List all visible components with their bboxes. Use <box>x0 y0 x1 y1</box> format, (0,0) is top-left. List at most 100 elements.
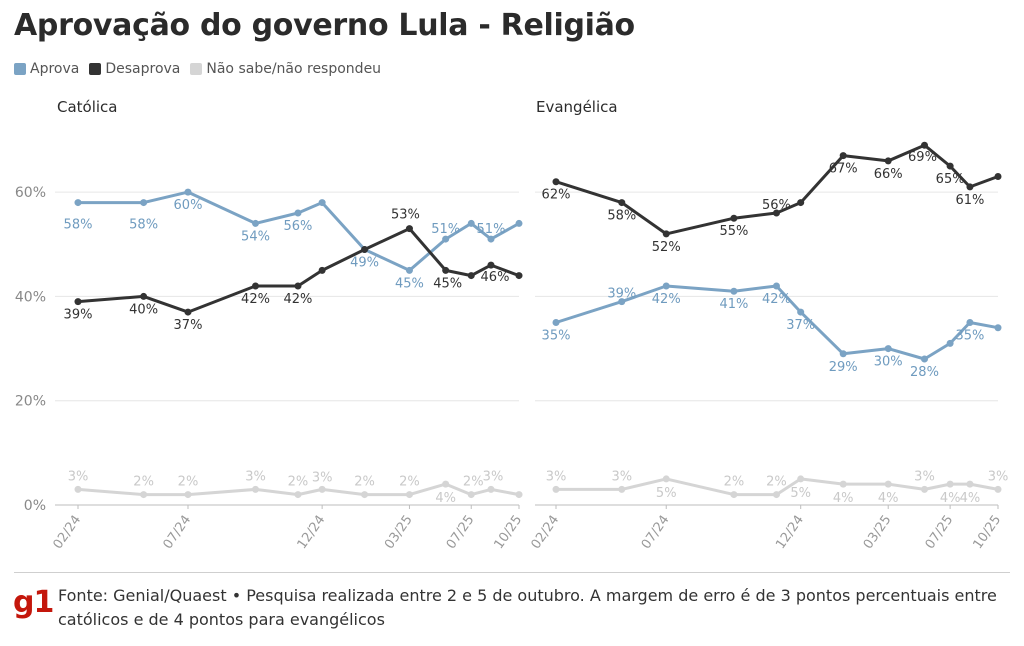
data-point-catolica-2 <box>318 485 326 493</box>
data-label-catolica-0: 45% <box>395 276 424 291</box>
data-point-catolica-1 <box>515 272 523 280</box>
data-point-catolica-2 <box>140 491 148 499</box>
data-label-catolica-1: 39% <box>64 308 93 323</box>
x-tick-label-evangelica: 07/25 <box>923 513 957 552</box>
data-point-catolica-0 <box>252 219 260 227</box>
data-point-evangelica-0 <box>552 319 560 326</box>
data-point-evangelica-0 <box>920 355 928 363</box>
data-point-catolica-2 <box>487 485 495 493</box>
data-point-evangelica-1 <box>772 209 780 217</box>
series-line-evangelica-1 <box>554 143 1000 236</box>
data-label-catolica-2: 2% <box>399 475 420 490</box>
data-point-catolica-1 <box>252 282 260 290</box>
data-label-catolica-2: 4% <box>435 491 456 506</box>
x-tick-label-evangelica: 12/24 <box>773 513 807 552</box>
data-point-catolica-0 <box>487 235 495 243</box>
data-point-evangelica-2 <box>618 485 626 493</box>
data-point-evangelica-1 <box>946 162 954 170</box>
data-label-catolica-0: 49% <box>350 256 379 271</box>
g1-logo: g1 <box>13 585 54 620</box>
data-point-catolica-2 <box>361 491 369 499</box>
data-point-evangelica-2 <box>730 491 738 499</box>
data-point-evangelica-1 <box>730 214 738 222</box>
data-label-evangelica-1: 69% <box>908 150 937 165</box>
data-point-evangelica-2 <box>552 485 560 493</box>
x-tick-label-catolica: 07/24 <box>160 513 194 552</box>
data-point-catolica-2 <box>184 491 192 499</box>
data-point-evangelica-0 <box>946 339 954 347</box>
legend-swatch-aprova <box>14 63 26 75</box>
data-label-evangelica-2: 4% <box>833 491 854 506</box>
data-point-evangelica-1 <box>839 152 847 160</box>
data-point-evangelica-0 <box>662 282 670 290</box>
data-label-evangelica-1: 66% <box>874 167 903 182</box>
legend: Aprova Desaprova Não sabe/não respondeu <box>14 61 381 77</box>
footer-divider <box>14 572 1010 573</box>
data-label-catolica-1: 45% <box>433 276 462 291</box>
data-label-catolica-2: 3% <box>245 469 266 484</box>
data-label-catolica-0: 56% <box>284 219 313 234</box>
data-label-evangelica-2: 3% <box>988 469 1009 484</box>
data-point-evangelica-0 <box>994 324 1002 332</box>
data-label-catolica-1: 42% <box>241 292 270 307</box>
data-point-evangelica-0 <box>618 298 626 306</box>
data-point-evangelica-1 <box>994 173 1002 180</box>
y-tick-label: 40% <box>15 289 46 305</box>
data-label-evangelica-0: 42% <box>652 292 681 307</box>
data-label-catolica-0: 60% <box>174 198 203 213</box>
line-charts: Católica 0% 20% 40% 60% 02/24 07/24 12/24 03/25 0… <box>15 98 1009 552</box>
data-point-catolica-0 <box>74 199 82 207</box>
y-tick-label: 20% <box>15 394 46 410</box>
data-label-catolica-2: 2% <box>178 475 199 490</box>
data-point-catolica-1 <box>361 246 369 253</box>
x-tick-label-evangelica: 10/25 <box>970 513 1004 552</box>
data-label-evangelica-1: 58% <box>607 209 636 224</box>
data-point-evangelica-1 <box>884 157 892 165</box>
data-label-catolica-2: 2% <box>463 475 484 490</box>
data-point-evangelica-1 <box>618 199 626 207</box>
data-point-catolica-2 <box>405 491 413 499</box>
x-tick-label-catolica: 10/25 <box>491 513 525 552</box>
x-tick-label-catolica: 03/25 <box>382 513 416 552</box>
data-point-evangelica-2 <box>920 485 928 493</box>
data-label-evangelica-1: 55% <box>719 224 748 239</box>
data-label-evangelica-0: 42% <box>762 292 791 307</box>
data-point-evangelica-2 <box>839 480 847 488</box>
x-tick-label-catolica: 02/24 <box>50 513 84 552</box>
data-point-evangelica-2 <box>797 475 805 483</box>
data-label-evangelica-1: 65% <box>936 172 965 187</box>
x-tick-label-evangelica: 07/24 <box>639 513 673 552</box>
data-point-catolica-2 <box>515 491 523 499</box>
data-point-catolica-0 <box>294 209 302 217</box>
data-point-catolica-0 <box>515 219 523 227</box>
chart-title: Aprovação do governo Lula - Religião <box>14 8 635 43</box>
data-point-catolica-0 <box>318 199 326 207</box>
data-point-evangelica-1 <box>966 183 974 191</box>
legend-label-nao-sabe: Não sabe/não respondeu <box>206 61 382 77</box>
data-point-evangelica-2 <box>946 480 954 488</box>
data-label-catolica-0: 54% <box>241 229 270 244</box>
x-tick-label-evangelica: 03/25 <box>861 513 895 552</box>
data-label-catolica-2: 2% <box>133 475 154 490</box>
data-label-evangelica-1: 52% <box>652 240 681 255</box>
data-point-catolica-1 <box>140 292 148 300</box>
data-point-catolica-1 <box>487 261 495 269</box>
data-label-evangelica-0: 41% <box>719 297 748 312</box>
data-point-evangelica-2 <box>662 475 670 483</box>
data-label-catolica-1: 42% <box>284 292 313 307</box>
data-label-evangelica-0: 28% <box>910 365 939 380</box>
data-point-evangelica-1 <box>552 178 560 186</box>
data-label-catolica-2: 2% <box>288 475 309 490</box>
data-point-catolica-0 <box>184 188 192 196</box>
series-line-catolica-0 <box>76 190 521 272</box>
data-point-evangelica-0 <box>797 308 805 316</box>
data-point-catolica-1 <box>74 298 82 306</box>
data-label-catolica-1: 37% <box>174 318 203 333</box>
source-note: Fonte: Genial/Quaest • Pesquisa realizad… <box>58 586 997 629</box>
data-point-evangelica-2 <box>994 485 1002 493</box>
x-tick-label-catolica: 07/25 <box>444 513 478 552</box>
x-tick-label-evangelica: 02/24 <box>528 513 562 552</box>
x-tick-label-catolica: 12/24 <box>295 513 329 552</box>
data-point-catolica-1 <box>405 225 413 233</box>
data-label-evangelica-2: 3% <box>914 469 935 484</box>
